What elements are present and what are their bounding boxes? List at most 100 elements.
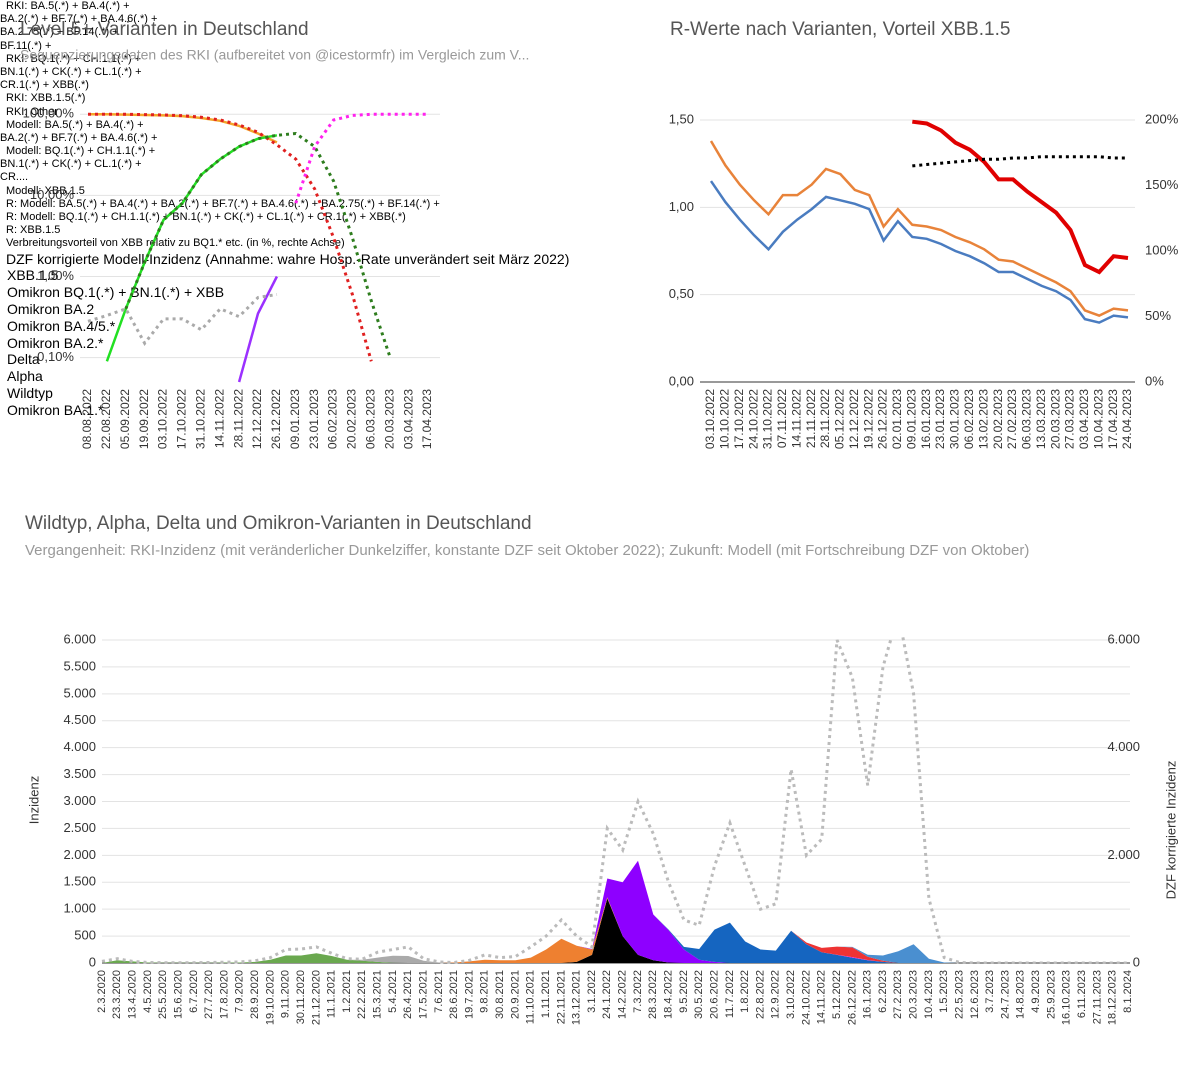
x-tick-label: 27.7.2020 — [203, 970, 215, 1019]
legend: R: Modell: BA.5(.*) + BA.4(.*) + BA.2(.*… — [0, 198, 520, 251]
x-tick-label: 06.03.2023 — [1020, 389, 1034, 449]
y-tick-label: 0,50 — [669, 286, 694, 301]
x-tick-label: 1.5.2023 — [938, 970, 950, 1013]
x-tick-label: 03.10.2022 — [156, 389, 170, 449]
x-tick-label: 11.10.2021 — [525, 970, 537, 1024]
x-tick-label: 8.1.2024 — [1122, 970, 1134, 1013]
legend: DZF korrigierte Modell-Inzidenz (Annahme… — [0, 251, 1170, 419]
x-tick-label: 21.11.2022 — [804, 389, 818, 448]
legend-label: RKI: Other — [6, 105, 58, 118]
x-tick-label: 22.2.2021 — [356, 970, 368, 1019]
x-tick-label: 14.8.2023 — [1015, 970, 1027, 1019]
x-tick-label: 22.08.2022 — [99, 389, 113, 449]
legend-item: R: Modell: BA.5(.*) + BA.4(.*) + BA.2(.*… — [0, 198, 520, 211]
y-tick-label: 1,00% — [37, 268, 74, 283]
legend-item: R: XBB.1.5 — [0, 224, 520, 237]
series-line — [912, 155, 1128, 168]
x-tick-label: 14.11.2022 — [789, 389, 803, 448]
x-tick-label: 17.5.2021 — [417, 970, 429, 1019]
x-tick-label: 1.11.2021 — [540, 970, 552, 1018]
x-tick-label: 31.10.2022 — [194, 389, 208, 449]
x-tick-label: 06.03.2023 — [364, 389, 378, 449]
chart-subtitle: Sequenzierungsdaten des RKI (aufbereitet… — [20, 47, 529, 63]
x-tick-label: 12.12.2022 — [847, 389, 861, 449]
x-tick-label: 02.01.2023 — [890, 389, 904, 449]
legend-item: Omikron BQ.1(.*) + BN.1(.*) + XBB — [0, 284, 1170, 301]
y-tick-label: 1.500 — [63, 874, 96, 889]
series-line — [88, 112, 373, 362]
x-tick-label: 16.10.2023 — [1061, 970, 1073, 1025]
x-tick-label: 3.10.2022 — [785, 970, 797, 1019]
y-tick-label: 2.000 — [63, 847, 96, 862]
y-tick-label: 0 — [89, 954, 96, 969]
y2-tick-label: 150% — [1145, 177, 1179, 192]
x-tick-label: 14.2.2022 — [617, 970, 629, 1019]
series-area — [102, 860, 1128, 963]
x-tick-label: 22.8.2022 — [754, 970, 766, 1019]
x-tick-label: 03.04.2023 — [401, 389, 415, 449]
legend-label: RKI: BQ.1(.*) + CH.1.1(.*) + BN.1(.*) + … — [0, 52, 142, 92]
series-line — [87, 293, 278, 347]
x-tick-label: 7.9.2020 — [234, 970, 246, 1013]
legend-label: RKI: BA.5(.*) + BA.4(.*) + BA.2(.*) + BF… — [0, 0, 158, 52]
x-tick-label: 09.01.2023 — [288, 389, 302, 449]
x-tick-label: 14.11.2022 — [816, 970, 828, 1024]
x-tick-label: 05.09.2022 — [118, 389, 132, 449]
x-tick-label: 27.02.2023 — [1005, 389, 1019, 449]
legend-item: Modell: XBB.1.5 — [0, 185, 160, 198]
legend-item: RKI: BQ.1(.*) + CH.1.1(.*) + BN.1(.*) + … — [0, 53, 160, 93]
x-tick-label: 27.11.2023 — [1091, 970, 1103, 1024]
x-tick-label: 13.02.2023 — [976, 389, 990, 449]
legend-label: Omikron BA.1.* — [7, 401, 104, 418]
legend-label: RKI: XBB.1.5(.*) — [6, 92, 86, 105]
legend-item: Omikron BA.1.* — [0, 402, 1170, 419]
x-tick-label: 13.03.2023 — [1034, 389, 1048, 449]
legend-label: R: Modell: BQ.1(.*) + CH.1.1(.*) + BN.1(… — [6, 211, 406, 223]
y2-tick-label: 6.000 — [1107, 631, 1140, 646]
legend-label: R: XBB.1.5 — [6, 224, 61, 237]
x-tick-label: 06.02.2023 — [962, 389, 976, 449]
x-tick-label: 20.03.2023 — [1048, 389, 1062, 449]
legend-label: Alpha — [7, 368, 43, 385]
x-tick-label: 13.4.2020 — [127, 970, 139, 1019]
x-tick-label: 24.10.2022 — [746, 389, 760, 449]
series-line — [124, 131, 392, 359]
x-tick-label: 3.7.2023 — [984, 970, 996, 1013]
x-tick-label: 27.03.2023 — [1063, 389, 1077, 449]
x-tick-label: 10.04.2023 — [1091, 389, 1105, 449]
legend-item: Omikron BA.2.* — [0, 335, 1170, 352]
legend-item: Omikron BA.2 — [0, 301, 1170, 318]
y2-tick-label: 4.000 — [1107, 739, 1140, 754]
y-tick-label: 500 — [74, 928, 96, 943]
series-area — [102, 898, 1128, 963]
series-line — [88, 113, 278, 144]
chart-subtitle: Vergangenheit: RKI-Inzidenz (mit verände… — [25, 542, 1029, 559]
legend-item: RKI: BA.5(.*) + BA.4(.*) + BA.2(.*) + BF… — [0, 0, 160, 53]
x-tick-label: 18.4.2022 — [663, 970, 675, 1019]
x-tick-label: 7.3.2022 — [632, 970, 644, 1013]
x-tick-label: 20.9.2021 — [509, 970, 521, 1019]
x-tick-label: 12.9.2022 — [770, 970, 782, 1019]
x-tick-label: 20.3.2023 — [908, 970, 920, 1019]
x-tick-label: 30.01.2023 — [948, 389, 962, 449]
x-tick-label: 12.12.2022 — [250, 389, 264, 449]
legend-label: Verbreitungsvorteil von XBB relativ zu B… — [6, 237, 345, 250]
chart-title: Wildtyp, Alpha, Delta und Omikron-Varian… — [25, 513, 532, 534]
x-tick-label: 30.8.2021 — [494, 970, 506, 1019]
x-tick-label: 16.01.2023 — [919, 389, 933, 449]
series-line — [101, 637, 1128, 964]
x-tick-label: 11.7.2022 — [724, 970, 736, 1018]
y2-tick-label: 0% — [1145, 373, 1164, 388]
series-line — [709, 180, 1129, 324]
x-tick-label: 23.01.2023 — [307, 389, 321, 449]
x-tick-label: 14.11.2022 — [212, 389, 226, 448]
x-tick-label: 3.1.2022 — [586, 970, 598, 1013]
legend-label: Modell: BA.5(.*) + BA.4(.*) + BA.2(.*) +… — [0, 118, 158, 144]
y-tick-label: 4.500 — [63, 712, 96, 727]
x-tick-label: 17.8.2020 — [218, 970, 230, 1019]
y-axis-label: Inzidenz — [26, 776, 41, 824]
x-tick-label: 5.4.2021 — [387, 970, 399, 1013]
x-tick-label: 10.4.2023 — [923, 970, 935, 1019]
x-tick-label: 13.12.2021 — [571, 970, 583, 1025]
x-tick-label: 19.09.2022 — [137, 389, 151, 449]
